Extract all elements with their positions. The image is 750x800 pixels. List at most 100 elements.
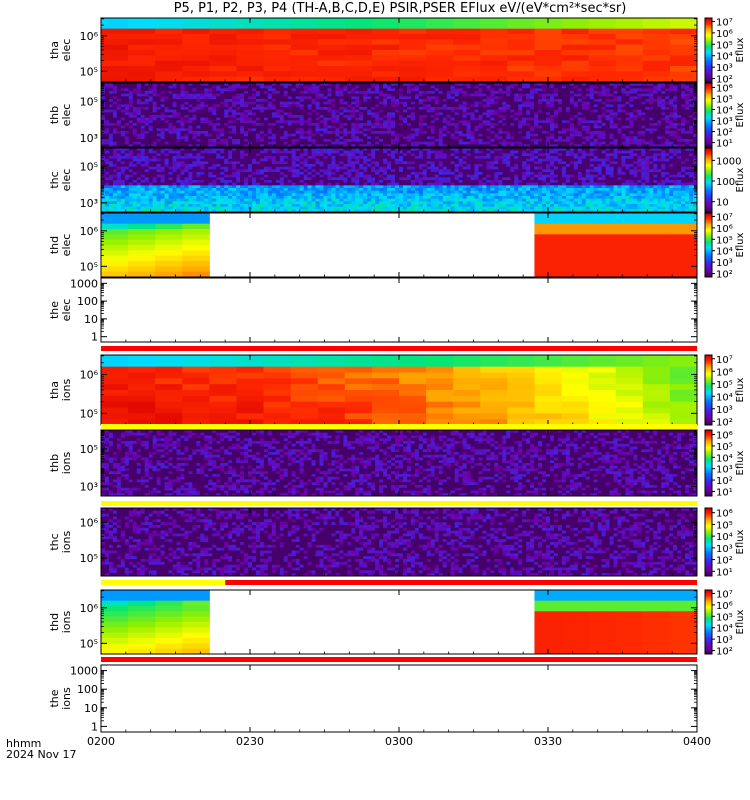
spectrogram-cell [438, 83, 444, 87]
spectrogram-cell [480, 23, 508, 30]
spectrogram-cell [140, 144, 146, 148]
spectrogram-cell [347, 123, 352, 127]
spectrogram-cell [172, 123, 177, 127]
spectrogram-cell [212, 83, 217, 87]
spectrogram-cell [379, 96, 384, 100]
spectrogram-cell [184, 131, 189, 135]
spectrogram-cell [430, 91, 436, 95]
spectrogram-cell [224, 120, 229, 124]
spectrogram-cell [212, 120, 217, 124]
spectrogram-cell [112, 120, 118, 124]
spectrogram-cell [642, 39, 671, 46]
spectrogram-cell [108, 128, 114, 132]
spectrogram-cell [588, 50, 617, 56]
spectrogram-cell [240, 139, 245, 143]
spectrogram-cell [319, 93, 324, 97]
spectrogram-cell [399, 76, 427, 83]
spectrogram-cell [359, 107, 364, 111]
spectrogram-cell [453, 18, 481, 24]
spectrogram-cell [248, 123, 253, 127]
spectrogram-cell [347, 107, 352, 111]
spectrogram-cell [311, 101, 317, 105]
spectrogram-cell [307, 96, 313, 100]
spectrogram-cell [317, 28, 346, 35]
spectrogram-cell [410, 115, 416, 119]
spectrogram-cell [176, 96, 181, 100]
spectrogram-cell [240, 99, 245, 103]
spectrogram-cell [255, 123, 261, 127]
spectrogram-cell [228, 91, 233, 95]
spectrogram-cell [363, 133, 368, 137]
colorbar-swatch [705, 50, 712, 52]
spectrogram-cell [192, 85, 197, 89]
spectrogram-cell [267, 133, 273, 137]
spectrogram-cell [561, 44, 590, 51]
spectrogram-cell [327, 107, 332, 111]
spectrogram-cell [307, 109, 313, 113]
spectrogram-cell [391, 120, 396, 124]
spectrogram-cell [116, 139, 122, 143]
spectrogram-cell [236, 96, 241, 100]
spectrogram-cell [251, 117, 257, 121]
spectrogram-cell [208, 128, 213, 132]
spectrogram-cell [344, 34, 373, 40]
spectrogram-cell [116, 120, 122, 124]
spectrogram-cell [480, 66, 508, 72]
spectrogram-cell [244, 123, 249, 127]
spectrogram-cell [287, 139, 293, 143]
spectrogram-cell [271, 144, 277, 148]
spectrogram-cell [299, 104, 305, 108]
spectrogram-cell [120, 133, 126, 137]
spectrogram-cell [414, 93, 420, 97]
spectrogram-cell [367, 128, 372, 132]
spectrogram-cell [212, 136, 217, 140]
spectrogram-cell [480, 28, 508, 35]
spectrogram-cell [402, 115, 408, 119]
spectrogram-cell [307, 93, 313, 97]
spectrogram-cell [184, 117, 189, 121]
spectrogram-cell [303, 117, 309, 121]
spectrogram-cell [315, 128, 321, 132]
spectrogram-cell [164, 128, 170, 132]
spectrogram-cell [315, 144, 321, 148]
spectrogram-cell [248, 115, 253, 119]
spectrogram-cell [290, 34, 319, 40]
spectrogram-cell [399, 112, 404, 116]
spectrogram-cell [418, 117, 424, 121]
spectrogram-cell [120, 85, 126, 89]
spectrogram-cell [180, 104, 185, 108]
spectrogram-cell [156, 88, 162, 92]
spectrogram-cell [251, 123, 257, 127]
spectrogram-cell [192, 144, 197, 148]
spectrogram-cell [271, 109, 277, 113]
spectrogram-cell [406, 131, 412, 135]
spectrogram-cell [208, 88, 213, 92]
spectrogram-cell [343, 101, 348, 105]
spectrogram-cell [371, 50, 400, 56]
spectrogram-cell [176, 131, 181, 135]
spectrogram-cell [391, 125, 396, 129]
spectrogram-cell [323, 133, 328, 137]
spectrogram-cell [104, 125, 110, 129]
spectrogram-cell [588, 76, 617, 83]
spectrogram-cell [383, 141, 388, 145]
spectrogram-cell [383, 117, 388, 121]
spectrogram-cell [311, 133, 317, 137]
spectrogram-cell [588, 34, 617, 40]
spectrogram-cell [287, 144, 293, 148]
spectrogram-cell [344, 55, 373, 62]
spectrogram-cell [209, 60, 237, 67]
spectrogram-cell [327, 88, 332, 92]
spectrogram-cell [184, 133, 189, 137]
spectrogram-cell [363, 141, 368, 145]
spectrogram-cell [196, 112, 201, 116]
spectrogram-cell [128, 101, 134, 105]
spectrogram-cell [200, 93, 205, 97]
spectrogram-cell [236, 60, 265, 67]
spectrogram-cell [279, 83, 285, 87]
spectrogram-cell [406, 104, 412, 108]
spectrogram-cell [434, 93, 440, 97]
spectrogram-cell [375, 139, 380, 143]
spectrogram-cell [172, 115, 177, 119]
spectrogram-cell [271, 107, 277, 111]
